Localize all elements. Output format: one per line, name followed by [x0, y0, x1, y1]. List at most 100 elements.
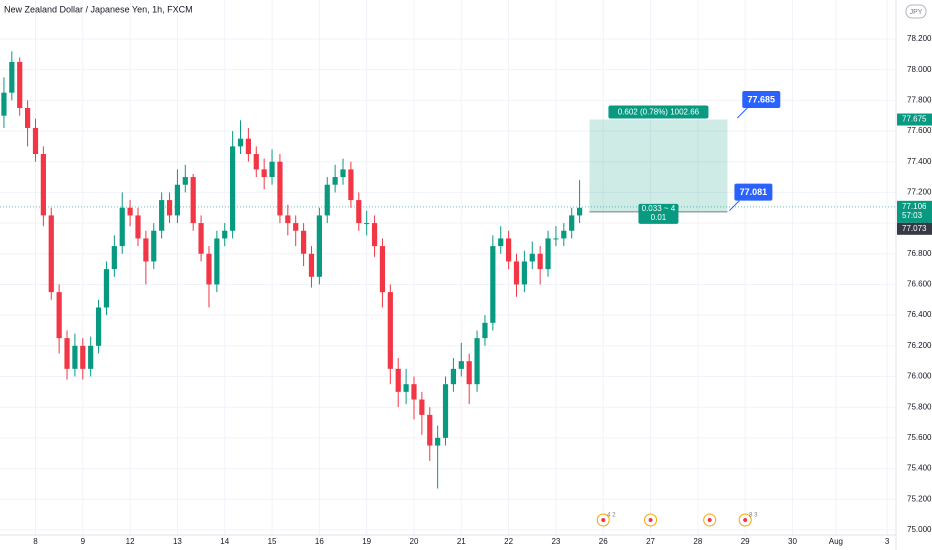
candle-body: [95, 307, 102, 346]
candle-body: [403, 384, 409, 392]
y-tick-label: 75.400: [907, 464, 932, 473]
candle-body: [364, 223, 370, 225]
candle-body: [458, 361, 464, 369]
x-tick-label: 22: [504, 537, 513, 546]
candle-body: [419, 399, 425, 415]
candle-body: [1, 92, 7, 116]
currency: JPY: [910, 9, 923, 16]
x-tick-label: 3: [885, 537, 890, 546]
candle-body: [56, 292, 62, 339]
y-tick-label: 75.600: [907, 433, 932, 442]
currency-button[interactable]: [905, 4, 927, 19]
y-tick-label: 77.800: [907, 95, 932, 104]
price-label: 77.106: [902, 202, 927, 211]
y-tick-label: 75.800: [907, 402, 932, 411]
candle-body: [576, 207, 583, 216]
target-label: 0.602 (0.78%) 1002.66: [618, 108, 700, 117]
candle-body: [9, 61, 15, 93]
callout-pointer: [736, 107, 748, 119]
candle-body: [474, 338, 480, 385]
candle-body: [24, 108, 31, 128]
candle-body: [151, 230, 157, 262]
callout-label: 77.685: [748, 94, 776, 104]
candle-body: [308, 253, 315, 277]
candle-body: [277, 161, 283, 216]
candle-body: [127, 207, 133, 216]
candle-body: [111, 246, 117, 270]
candle-body: [261, 169, 267, 178]
candle-body: [80, 345, 86, 369]
event-dot: [601, 518, 606, 522]
candle-body: [498, 238, 504, 247]
event-count: 8 3: [749, 513, 758, 519]
candle-body: [371, 223, 378, 247]
entry-label-2: 0.01: [651, 213, 667, 222]
x-tick-label: 23: [551, 537, 560, 546]
candle-body: [316, 215, 322, 277]
y-tick-label: 76.400: [907, 310, 932, 319]
candle-body: [482, 322, 488, 339]
candle-body: [166, 200, 173, 216]
plot-area: [0, 0, 895, 535]
candle-body: [521, 261, 527, 285]
candle-body: [237, 138, 244, 147]
candle-body: [285, 215, 291, 224]
x-tick-label: 21: [457, 537, 466, 546]
x-tick-label: 13: [173, 537, 182, 546]
event-dot: [707, 518, 712, 522]
y-tick-label: 75.000: [907, 525, 932, 534]
candle-body: [379, 246, 386, 293]
candle-body: [435, 437, 441, 446]
x-tick-label: 15: [268, 537, 277, 546]
entry-label: 0.033 ~ 4: [642, 204, 676, 213]
y-tick-label: 76.000: [907, 372, 932, 381]
candle-body: [411, 384, 417, 400]
x-tick-label: 12: [126, 537, 135, 546]
event-count: 4 2: [607, 513, 616, 519]
candle-body: [88, 345, 94, 369]
price-label: 77.073: [902, 224, 927, 233]
candle-body: [513, 261, 520, 285]
target-label-box: [608, 105, 709, 119]
candle-body: [529, 253, 535, 262]
candle-body: [48, 215, 54, 293]
event-dot: [743, 518, 748, 522]
entry-label-box: [638, 203, 679, 224]
profit-zone: [589, 119, 728, 212]
x-tick-label: 27: [646, 537, 655, 546]
candle-body: [182, 177, 188, 185]
x-tick-label: 30: [788, 537, 797, 546]
candle-body: [569, 215, 575, 231]
candle-body: [174, 184, 181, 216]
x-tick-label: Aug: [829, 537, 843, 546]
y-tick-label: 75.200: [907, 494, 932, 503]
candle-body: [545, 238, 551, 270]
candle-body: [387, 292, 393, 369]
candle-body: [32, 127, 39, 155]
candle-body: [103, 269, 110, 308]
candle-body: [269, 161, 275, 178]
candle-body: [340, 169, 346, 178]
candle-body: [537, 253, 543, 270]
event-dot: [648, 518, 653, 522]
candle-body: [395, 368, 401, 392]
y-tick-label: 76.800: [907, 249, 932, 258]
x-tick-label: 14: [220, 537, 229, 546]
y-tick-label: 77.200: [907, 188, 932, 197]
y-tick-label: 78.200: [907, 34, 932, 43]
candle-body: [300, 230, 307, 254]
x-tick-label: 29: [741, 537, 750, 546]
candle-body: [64, 338, 70, 369]
candle-body: [119, 207, 125, 247]
candle-body: [324, 184, 330, 216]
callout-box: [734, 183, 773, 201]
price-label: 77.675: [902, 115, 927, 124]
candle-body: [17, 61, 23, 109]
price-label-box: [897, 200, 932, 223]
y-tick-label: 76.600: [907, 280, 932, 289]
candle-body: [198, 223, 204, 254]
candle-body: [230, 146, 236, 231]
x-tick-label: 8: [33, 537, 38, 546]
callout-box: [742, 90, 781, 108]
